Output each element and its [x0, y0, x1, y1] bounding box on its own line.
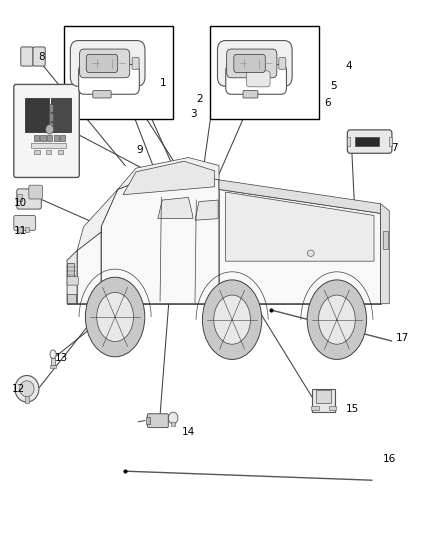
FancyBboxPatch shape: [67, 277, 78, 285]
Bar: [316, 390, 331, 402]
FancyBboxPatch shape: [243, 91, 258, 98]
Ellipse shape: [50, 350, 56, 359]
FancyBboxPatch shape: [86, 54, 118, 72]
Ellipse shape: [85, 277, 145, 357]
Bar: [47, 135, 52, 141]
Text: 1: 1: [160, 78, 167, 88]
Text: 7: 7: [392, 143, 398, 154]
Polygon shape: [158, 197, 193, 219]
Bar: [60, 135, 65, 141]
Bar: [17, 194, 21, 200]
Text: 12: 12: [12, 384, 25, 394]
Bar: [51, 98, 71, 132]
Bar: [53, 135, 59, 141]
FancyBboxPatch shape: [93, 91, 111, 98]
Bar: [49, 113, 53, 121]
FancyBboxPatch shape: [79, 64, 139, 94]
Polygon shape: [195, 200, 218, 220]
Ellipse shape: [168, 412, 178, 424]
Bar: [51, 359, 55, 365]
Ellipse shape: [202, 280, 262, 359]
Polygon shape: [101, 171, 219, 304]
Bar: [67, 294, 76, 303]
FancyBboxPatch shape: [234, 54, 265, 72]
Bar: [46, 150, 51, 154]
Polygon shape: [219, 180, 381, 213]
Bar: [356, 138, 379, 146]
Ellipse shape: [307, 250, 314, 256]
Polygon shape: [226, 192, 374, 261]
Bar: [40, 135, 46, 141]
Polygon shape: [118, 158, 219, 189]
Text: 13: 13: [55, 353, 68, 363]
Text: 8: 8: [38, 52, 44, 61]
Bar: [311, 406, 319, 410]
FancyBboxPatch shape: [226, 49, 277, 78]
Ellipse shape: [20, 381, 34, 397]
Text: 9: 9: [136, 144, 143, 155]
Polygon shape: [77, 227, 101, 304]
Text: 14: 14: [182, 427, 195, 438]
Text: 10: 10: [14, 198, 27, 208]
Bar: [34, 150, 39, 154]
Ellipse shape: [97, 293, 134, 342]
Ellipse shape: [46, 125, 53, 134]
FancyBboxPatch shape: [279, 58, 286, 69]
Text: 17: 17: [396, 333, 409, 343]
Text: 4: 4: [346, 61, 352, 70]
FancyBboxPatch shape: [132, 58, 139, 69]
FancyBboxPatch shape: [148, 414, 168, 427]
Bar: [34, 135, 39, 141]
Text: 16: 16: [383, 454, 396, 464]
FancyBboxPatch shape: [347, 130, 392, 154]
Bar: [171, 422, 175, 426]
FancyBboxPatch shape: [17, 189, 41, 209]
Bar: [64, 26, 173, 119]
Bar: [18, 227, 22, 232]
Ellipse shape: [214, 295, 251, 344]
Ellipse shape: [318, 295, 355, 344]
Text: 2: 2: [196, 94, 203, 104]
FancyBboxPatch shape: [226, 64, 286, 94]
Polygon shape: [219, 189, 381, 304]
Polygon shape: [67, 251, 77, 304]
Text: 3: 3: [191, 109, 197, 119]
Text: 11: 11: [14, 226, 27, 236]
Bar: [67, 263, 74, 278]
Bar: [58, 150, 63, 154]
Bar: [328, 406, 336, 410]
Bar: [31, 143, 66, 148]
Bar: [312, 389, 335, 411]
Text: 15: 15: [346, 404, 359, 414]
FancyBboxPatch shape: [21, 47, 33, 66]
Bar: [50, 365, 56, 368]
Bar: [25, 396, 28, 402]
Bar: [49, 122, 53, 130]
Polygon shape: [123, 161, 215, 195]
Ellipse shape: [15, 375, 39, 402]
Bar: [25, 227, 29, 232]
Bar: [347, 138, 350, 146]
Bar: [49, 104, 53, 112]
Bar: [146, 417, 150, 424]
Polygon shape: [381, 204, 389, 304]
Ellipse shape: [307, 280, 367, 359]
FancyBboxPatch shape: [29, 185, 42, 199]
Text: 5: 5: [330, 81, 337, 91]
FancyBboxPatch shape: [247, 71, 270, 87]
FancyBboxPatch shape: [14, 215, 35, 230]
Bar: [389, 138, 392, 146]
Text: 6: 6: [324, 98, 330, 108]
FancyBboxPatch shape: [33, 47, 45, 66]
FancyBboxPatch shape: [14, 84, 79, 177]
Polygon shape: [77, 189, 118, 251]
Bar: [210, 26, 319, 119]
FancyBboxPatch shape: [218, 41, 292, 86]
Bar: [25, 98, 49, 132]
Bar: [383, 231, 389, 249]
FancyBboxPatch shape: [80, 49, 130, 78]
FancyBboxPatch shape: [71, 41, 145, 86]
